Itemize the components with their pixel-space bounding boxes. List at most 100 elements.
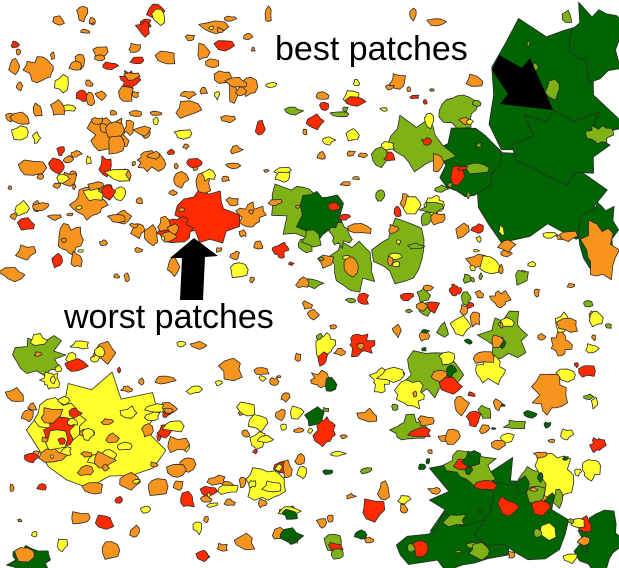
patch-poor xyxy=(129,222,139,229)
patch-medium xyxy=(397,495,412,505)
patch-good xyxy=(583,393,595,400)
patch-poor xyxy=(131,160,136,167)
patch-best xyxy=(325,376,338,392)
patch-worst xyxy=(10,40,20,49)
patch-poor xyxy=(465,73,483,87)
patch-worst xyxy=(95,514,115,530)
patch-worst xyxy=(438,376,463,395)
patch-best xyxy=(420,329,430,334)
patch-good xyxy=(342,106,349,114)
patch-poor xyxy=(184,34,196,41)
patch-medium xyxy=(11,125,29,141)
patch-worst xyxy=(36,483,47,491)
patch-best xyxy=(537,472,544,483)
patch-poor xyxy=(71,511,91,525)
patch-poor xyxy=(94,90,107,101)
patch-poor xyxy=(346,492,357,500)
patch-poor xyxy=(173,163,179,170)
patch-medium xyxy=(449,315,472,337)
patch-medium xyxy=(151,8,166,26)
patch-worst xyxy=(357,292,369,305)
patch-medium xyxy=(14,200,30,217)
patch-poor xyxy=(263,169,270,173)
patch-poor xyxy=(107,214,126,223)
patch-poor xyxy=(175,100,203,119)
patch-poor xyxy=(40,407,63,424)
patch-poor xyxy=(333,347,347,357)
patch-medium xyxy=(81,428,95,441)
patch-poor xyxy=(316,518,327,529)
patch-poor xyxy=(497,239,517,253)
patch-poor xyxy=(533,288,540,298)
patch-poor xyxy=(400,503,409,514)
patch-good xyxy=(583,300,594,308)
patch-worst xyxy=(254,119,266,136)
patch-medium xyxy=(117,441,133,451)
patch-good xyxy=(329,111,350,118)
patch-medium xyxy=(345,128,360,142)
patch-medium xyxy=(185,385,203,395)
patch-poor xyxy=(135,197,144,204)
patch-poor xyxy=(302,128,308,136)
patch-worst xyxy=(129,56,145,65)
patch-poor xyxy=(433,153,445,173)
patch-poor xyxy=(205,58,220,68)
patch-medium xyxy=(466,118,474,125)
patch-medium xyxy=(57,538,68,553)
patch-worst xyxy=(393,206,402,217)
patch-worst xyxy=(407,426,431,438)
patch-worst xyxy=(271,241,290,259)
patch-poor xyxy=(550,331,573,357)
patch-medium xyxy=(57,396,71,406)
patch-worst xyxy=(51,252,64,269)
patch-worst xyxy=(195,549,209,563)
patch-poor xyxy=(275,375,282,379)
patch-worst xyxy=(345,96,367,107)
patch-good xyxy=(515,269,529,286)
patch-good xyxy=(371,146,389,168)
patch-poor xyxy=(15,244,37,261)
patch-poor xyxy=(70,150,83,158)
patch-poor xyxy=(216,247,223,253)
patch-medium xyxy=(160,235,166,241)
patch-medium xyxy=(75,205,83,211)
patch-poor xyxy=(182,143,190,150)
patch-poor xyxy=(235,85,248,96)
patch-poor xyxy=(423,284,434,292)
patch-poor xyxy=(66,212,74,217)
patch-good xyxy=(420,210,435,226)
patch-poor xyxy=(294,453,306,465)
patch-worst xyxy=(101,184,117,201)
patch-worst xyxy=(17,217,35,231)
patch-worst xyxy=(467,391,476,397)
patch-poor xyxy=(293,427,305,433)
patch-poor xyxy=(167,436,190,453)
patch-poor xyxy=(128,43,141,53)
patch-poor xyxy=(119,472,141,491)
patch-medium xyxy=(555,368,576,383)
patch-good xyxy=(462,273,473,284)
patch-good xyxy=(375,189,386,202)
patch-worst xyxy=(56,146,65,156)
patch-good xyxy=(466,191,471,200)
patch-poor xyxy=(200,495,213,503)
patch-medium xyxy=(208,25,214,31)
patch-poor xyxy=(15,81,24,92)
patch-medium xyxy=(562,553,578,564)
patch-poor xyxy=(20,409,34,423)
patch-medium xyxy=(140,505,151,514)
patch-medium xyxy=(315,332,337,360)
patch-good xyxy=(455,550,462,554)
patch-poor xyxy=(253,240,264,250)
patch-poor xyxy=(339,434,348,440)
patch-poor xyxy=(391,323,402,339)
patch-poor xyxy=(249,276,255,284)
patch-poor xyxy=(310,369,331,389)
patch-poor xyxy=(199,86,208,95)
patch-poor xyxy=(41,436,49,443)
patch-medium xyxy=(585,343,600,354)
patch-poor xyxy=(430,212,446,226)
patch-medium xyxy=(201,168,216,182)
patch-best xyxy=(523,410,538,419)
